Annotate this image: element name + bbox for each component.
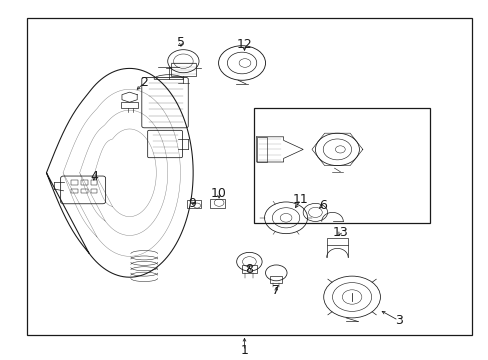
Bar — [326, 238, 347, 245]
Bar — [241, 265, 257, 273]
Bar — [256, 137, 266, 162]
Text: 13: 13 — [332, 226, 347, 239]
Text: 7: 7 — [272, 284, 280, 297]
Bar — [91, 180, 97, 185]
Text: 2: 2 — [140, 76, 148, 89]
Text: 5: 5 — [177, 36, 184, 49]
Bar — [71, 180, 78, 185]
Bar — [254, 108, 429, 223]
Bar — [210, 199, 224, 208]
Text: 4: 4 — [90, 170, 98, 183]
Bar — [121, 102, 138, 108]
Text: 12: 12 — [236, 39, 252, 51]
Text: 9: 9 — [188, 197, 196, 210]
Text: 6: 6 — [318, 199, 326, 212]
Bar — [187, 200, 201, 208]
Bar — [81, 189, 87, 193]
Bar — [71, 189, 78, 193]
Text: 10: 10 — [211, 187, 226, 200]
Text: 8: 8 — [245, 263, 253, 276]
Bar — [171, 63, 195, 76]
Bar — [91, 189, 97, 193]
Text: 1: 1 — [240, 345, 248, 357]
Bar — [27, 18, 471, 335]
Text: 3: 3 — [394, 314, 402, 327]
Bar — [270, 276, 282, 283]
Text: 11: 11 — [292, 193, 308, 206]
Bar — [81, 180, 87, 185]
